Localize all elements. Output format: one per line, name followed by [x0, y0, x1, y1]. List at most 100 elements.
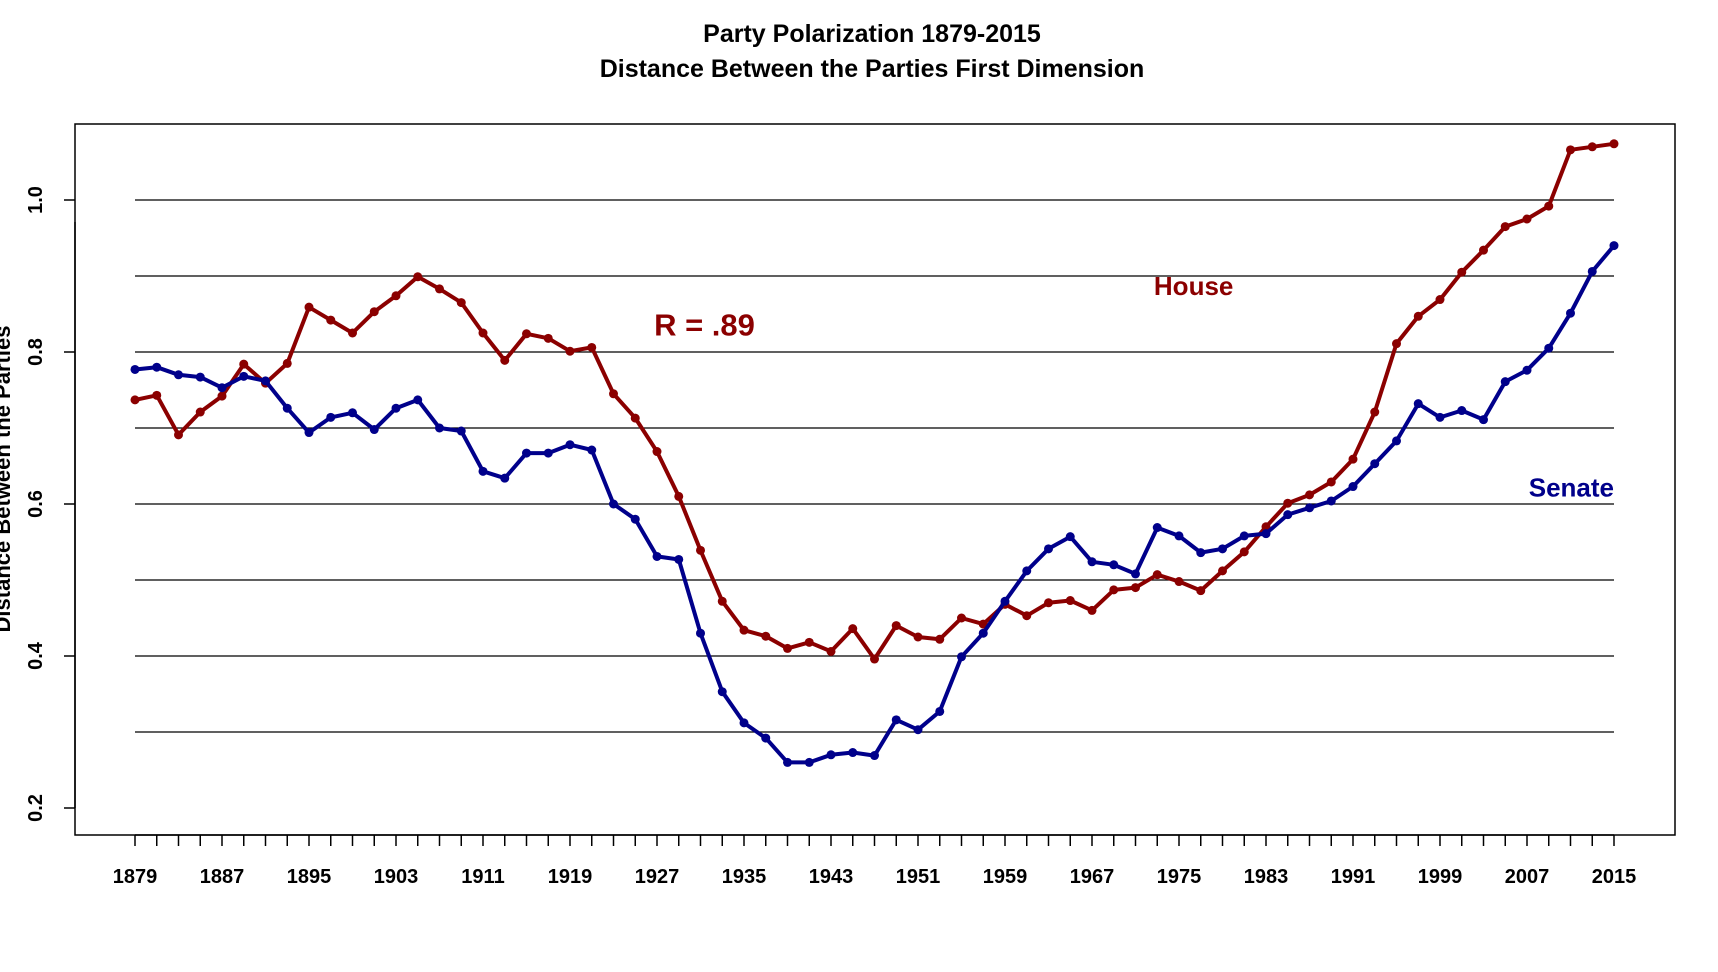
senate-point-1949	[891, 715, 901, 725]
senate-point-1943	[826, 750, 836, 760]
house-point-1889	[239, 359, 249, 369]
house-point-2005	[1500, 222, 1510, 232]
house-point-1979	[1218, 566, 1227, 576]
x-tick-label-7: 1935	[722, 866, 767, 888]
senate-point-1913	[500, 473, 510, 483]
house-point-2009	[1544, 201, 1554, 211]
house-point-1907	[435, 284, 444, 294]
house-point-1999	[1435, 295, 1445, 305]
house-point-1887	[217, 391, 227, 401]
x-tick-label-11: 1967	[1070, 866, 1115, 888]
senate-point-1921	[587, 445, 597, 455]
y-axis: 0.2 0.4 0.6 0.8 1.0	[25, 186, 76, 822]
senate-point-1967	[1087, 557, 1097, 567]
correlation-annotation: R = .89	[654, 307, 755, 342]
x-tick-label-15: 1999	[1418, 866, 1463, 888]
senate-point-1893	[282, 403, 292, 413]
house-point-1897	[326, 315, 336, 325]
senate-point-1993	[1370, 459, 1380, 469]
senate-point-1941	[804, 757, 814, 767]
senate-label: Senate	[1529, 472, 1614, 502]
senate-point-1919	[565, 440, 575, 450]
x-tick-label-6: 1927	[635, 866, 680, 888]
x-tick-label-3: 1903	[374, 866, 419, 888]
house-point-1901	[369, 307, 379, 317]
senate-point-1973	[1152, 523, 1162, 533]
house-point-2015	[1609, 139, 1619, 149]
senate-point-1963	[1044, 544, 1053, 554]
house-point-1987	[1305, 490, 1314, 500]
x-tick-label-17: 2015	[1592, 866, 1637, 888]
house-point-1909	[456, 298, 466, 308]
x-tick-label-12: 1975	[1157, 866, 1202, 888]
house-point-1981	[1239, 547, 1249, 557]
senate-point-2005	[1500, 377, 1510, 387]
house-point-1885	[195, 407, 205, 417]
senate-point-1901	[369, 425, 379, 435]
house-point-1991	[1348, 454, 1358, 464]
x-tick-label-13: 1983	[1244, 866, 1289, 888]
senate-point-1897	[326, 412, 336, 422]
senate-point-1995	[1392, 436, 1401, 446]
chart-title: Party Polarization 1879-2015	[703, 20, 1041, 48]
x-axis: 1879 1887 1895 1903 1911 1919 1927 1935 1943 1951…	[113, 834, 1637, 888]
house-point-1879	[130, 395, 140, 405]
house-point-1905	[413, 272, 423, 282]
senate-point-1907	[435, 423, 444, 433]
house-point-1989	[1326, 477, 1336, 487]
house-point-1929	[674, 491, 684, 501]
house-point-1993	[1370, 407, 1380, 417]
house-point-1955	[957, 613, 966, 623]
chart-subtitle: Distance Between the Parties First Dimen…	[600, 55, 1145, 83]
senate-point-2009	[1544, 343, 1554, 353]
house-point-1919	[565, 346, 575, 356]
senate-point-1959	[1000, 596, 1010, 606]
senate-point-1969	[1109, 560, 1119, 570]
senate-point-1911	[478, 466, 488, 476]
house-point-1925	[630, 413, 640, 423]
senate-point-1979	[1218, 544, 1227, 554]
y-tick-label-0: 0.2	[25, 794, 47, 822]
senate-point-1957	[978, 628, 988, 638]
x-tick-label-4: 1911	[461, 866, 504, 888]
house-point-1949	[891, 621, 901, 631]
house-point-1973	[1152, 570, 1162, 580]
house-point-1947	[870, 654, 879, 664]
house-label: House	[1154, 271, 1233, 301]
y-axis-label: Distance Between the Parties	[0, 326, 15, 633]
senate-point-1971	[1131, 569, 1140, 579]
house-point-1971	[1131, 583, 1140, 593]
plot-frame	[74, 123, 1676, 836]
house-point-1883	[174, 430, 183, 440]
house-point-1937	[761, 631, 771, 641]
senate-point-1977	[1196, 548, 1206, 558]
house-point-1943	[826, 646, 836, 656]
senate-point-1985	[1283, 510, 1293, 520]
senate-point-1955	[957, 652, 966, 662]
senate-point-1933	[717, 687, 727, 697]
senate-point-1899	[348, 408, 357, 418]
house-point-2013	[1587, 142, 1597, 152]
house-point-2011	[1566, 145, 1575, 155]
senate-point-1881	[152, 362, 162, 372]
house-point-1941	[804, 637, 814, 647]
senate-point-1925	[630, 514, 640, 524]
house-point-1921	[587, 342, 597, 352]
gridlines	[135, 199, 1614, 733]
x-tick-label-10: 1959	[983, 866, 1028, 888]
senate-point-1987	[1305, 503, 1314, 513]
senate-point-2011	[1566, 308, 1575, 318]
senate-point-1983	[1261, 529, 1271, 539]
house-point-1951	[913, 632, 923, 642]
senate-point-1915	[522, 448, 531, 458]
x-tick-label-0: 1879	[113, 866, 158, 888]
x-tick-label-8: 1943	[809, 866, 854, 888]
house-point-2003	[1479, 245, 1488, 255]
house-point-2007	[1522, 214, 1532, 224]
house-point-1881	[152, 390, 162, 400]
senate-series	[130, 241, 1619, 767]
senate-point-2015	[1609, 241, 1619, 251]
y-tick-label-4: 1.0	[25, 186, 47, 214]
house-point-1917	[543, 333, 553, 343]
